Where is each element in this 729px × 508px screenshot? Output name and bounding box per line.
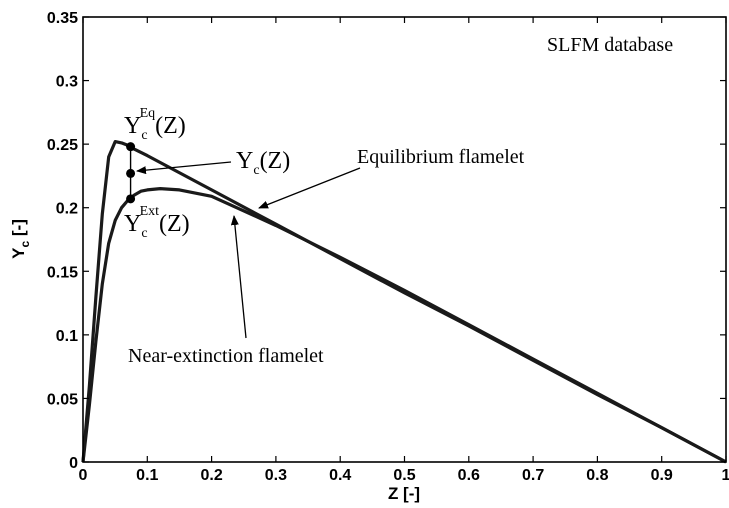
point-marker [126, 168, 136, 178]
yc-arrow [136, 161, 232, 175]
x-tick-label: 1 [722, 467, 729, 484]
x-tick-label: 0 [79, 467, 88, 484]
ticks: 0 0.1 0.2 0.3 0.4 0.5 0.6 0.7 0.8 0.9 1 0 0.05 0.1 0.1… [47, 10, 729, 484]
x-tick-label: 0.9 [651, 467, 673, 484]
y-tick-label: 0.05 [47, 391, 78, 408]
near-extinction-arrow [230, 215, 247, 339]
x-axis-title: Z [-] [388, 484, 420, 503]
y-tick-label: 0.2 [56, 201, 78, 218]
yc-label: Yc(Z) [236, 148, 290, 178]
equilibrium-flamelet-label: Equilibrium flamelet [357, 146, 525, 168]
y-tick-label: 0.35 [47, 10, 78, 27]
series-layer [81, 140, 727, 464]
database-label: SLFM database [547, 34, 673, 56]
near-extinction-flamelet-line [81, 187, 727, 464]
x-tick-label: 0.2 [200, 467, 222, 484]
x-tick-label: 0.3 [265, 467, 287, 484]
plot-frame [82, 16, 727, 463]
x-tick-label: 0.4 [329, 467, 351, 484]
y-tick-label: 0.15 [47, 264, 78, 281]
y-tick-label: 0.25 [47, 137, 78, 154]
equilibrium-arrow [258, 167, 361, 209]
yc-ext-label: YcExt(Z) [124, 204, 190, 241]
y-tick-label: 0 [69, 455, 78, 472]
point-marker [126, 142, 136, 152]
marker-layer [126, 142, 136, 204]
x-tick-label: 0.8 [586, 467, 608, 484]
yc-eq-label: YcEq(Z) [124, 106, 186, 143]
axes [82, 16, 727, 463]
x-tick-label: 0.7 [522, 467, 544, 484]
y-axis-title: Yc [-] [9, 219, 32, 259]
y-tick-label: 0.1 [56, 328, 78, 345]
near-extinction-flamelet-label: Near-extinction flamelet [128, 345, 324, 367]
point-marker [126, 194, 136, 204]
x-tick-label: 0.5 [393, 467, 415, 484]
x-tick-label: 0.1 [136, 467, 158, 484]
y-tick-label: 0.3 [56, 74, 78, 91]
x-tick-label: 0.6 [458, 467, 480, 484]
